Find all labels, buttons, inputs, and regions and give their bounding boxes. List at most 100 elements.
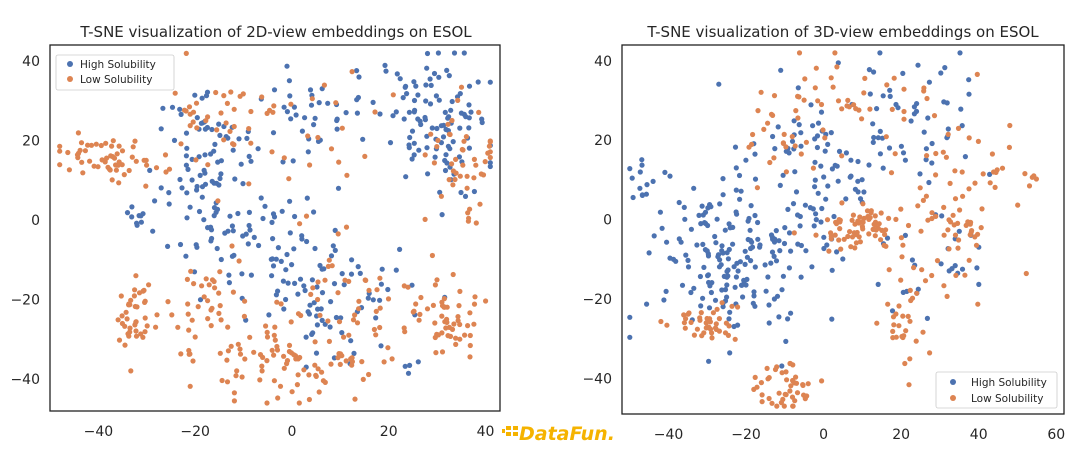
point-high-solubility — [129, 214, 135, 220]
point-high-solubility — [813, 211, 819, 217]
point-low-solubility — [793, 108, 799, 114]
point-high-solubility — [403, 174, 409, 180]
point-high-solubility — [273, 256, 279, 262]
point-low-solubility — [126, 167, 132, 174]
point-high-solubility — [183, 130, 190, 136]
point-low-solubility — [929, 272, 935, 279]
point-high-solubility — [748, 203, 754, 209]
point-high-solubility — [466, 83, 473, 89]
point-high-solubility — [740, 294, 746, 300]
point-low-solubility — [664, 322, 670, 328]
point-low-solubility — [98, 142, 104, 149]
point-high-solubility — [218, 171, 224, 177]
point-high-solubility — [781, 240, 788, 247]
point-high-solubility — [627, 314, 633, 320]
point-high-solubility — [194, 187, 200, 193]
point-high-solubility — [273, 292, 279, 298]
point-low-solubility — [890, 328, 896, 334]
point-high-solubility — [713, 240, 719, 246]
point-low-solubility — [99, 157, 105, 163]
point-low-solubility — [994, 167, 1000, 173]
point-high-solubility — [717, 257, 723, 263]
point-high-solubility — [406, 109, 412, 115]
point-high-solubility — [700, 295, 706, 301]
point-low-solubility — [259, 368, 265, 374]
point-high-solubility — [319, 290, 326, 296]
point-low-solubility — [144, 162, 150, 168]
point-high-solubility — [676, 236, 682, 242]
point-high-solubility — [870, 121, 876, 127]
point-high-solubility — [299, 128, 305, 134]
point-high-solubility — [171, 137, 178, 143]
point-low-solubility — [224, 357, 230, 363]
point-low-solubility — [866, 231, 872, 237]
point-low-solubility — [853, 106, 859, 112]
point-high-solubility — [706, 358, 712, 364]
point-high-solubility — [708, 289, 715, 296]
point-low-solubility — [908, 297, 914, 304]
point-low-solubility — [319, 369, 325, 375]
point-high-solubility — [217, 175, 223, 182]
point-low-solubility — [815, 98, 821, 104]
point-low-solubility — [315, 279, 321, 285]
point-low-solubility — [803, 139, 810, 145]
point-low-solubility — [121, 172, 127, 178]
y-tick-label: 0 — [603, 213, 612, 229]
point-high-solubility — [821, 245, 827, 252]
point-low-solubility — [433, 350, 439, 356]
point-low-solubility — [828, 75, 834, 81]
point-high-solubility — [312, 245, 318, 252]
point-high-solubility — [406, 142, 412, 148]
point-high-solubility — [285, 280, 291, 286]
point-low-solubility — [830, 84, 836, 90]
point-high-solubility — [746, 215, 752, 222]
point-low-solubility — [1026, 183, 1033, 189]
point-low-solubility — [707, 316, 713, 322]
point-high-solubility — [828, 130, 834, 136]
point-low-solubility — [836, 217, 842, 223]
point-low-solubility — [78, 140, 85, 146]
point-low-solubility — [955, 245, 961, 251]
point-high-solubility — [275, 245, 281, 251]
point-high-solubility — [926, 79, 933, 85]
legend-marker-low — [950, 395, 956, 401]
legend-label-high: High Solubility — [971, 377, 1047, 389]
point-high-solubility — [866, 67, 873, 73]
point-low-solubility — [771, 93, 778, 99]
point-high-solubility — [304, 238, 310, 245]
point-high-solubility — [304, 195, 310, 201]
point-high-solubility — [773, 258, 780, 264]
point-low-solubility — [975, 138, 982, 144]
point-high-solubility — [676, 199, 682, 206]
point-high-solubility — [160, 105, 166, 111]
point-low-solubility — [449, 117, 455, 124]
point-high-solubility — [433, 93, 439, 99]
point-high-solubility — [825, 141, 831, 147]
point-high-solubility — [752, 264, 758, 270]
point-high-solubility — [446, 73, 452, 79]
point-low-solubility — [892, 151, 898, 157]
point-low-solubility — [1006, 144, 1013, 150]
point-high-solubility — [432, 154, 438, 160]
point-high-solubility — [733, 165, 739, 171]
point-low-solubility — [377, 275, 383, 281]
point-high-solubility — [775, 124, 781, 130]
point-high-solubility — [771, 253, 777, 259]
point-high-solubility — [734, 211, 740, 217]
point-low-solubility — [896, 323, 902, 329]
point-high-solubility — [424, 145, 430, 151]
point-high-solubility — [763, 288, 769, 294]
point-low-solubility — [284, 358, 291, 364]
point-low-solubility — [109, 143, 115, 149]
point-high-solubility — [313, 350, 320, 356]
point-low-solubility — [286, 342, 293, 348]
point-high-solubility — [251, 234, 257, 240]
point-high-solubility — [204, 124, 210, 131]
point-high-solubility — [738, 188, 744, 194]
point-high-solubility — [243, 231, 249, 237]
point-low-solubility — [248, 108, 254, 115]
point-low-solubility — [487, 154, 493, 161]
point-low-solubility — [973, 242, 980, 248]
point-low-solubility — [458, 84, 465, 90]
